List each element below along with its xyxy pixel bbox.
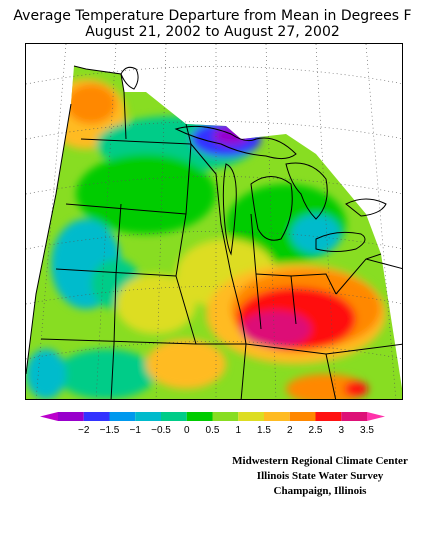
credit-line-organization: Midwestern Regional Climate Center: [232, 455, 408, 467]
legend-tick-label: 0: [184, 425, 190, 436]
legend-color-box: [238, 412, 264, 421]
legend-tick-label: 0.5: [206, 425, 220, 436]
legend-tick-label: −1.5: [100, 425, 120, 436]
legend-tick-label: 2: [287, 425, 293, 436]
color-scale-legend: −2 −1.5 −1 −0.5 0 0.5 1 1.5 2 2.5 3 3.5: [40, 412, 385, 436]
legend-tick-label: 1: [235, 425, 241, 436]
legend-color-box: [341, 412, 367, 421]
legend-tick-label: 3.5: [360, 425, 374, 436]
great-lakes: [120, 66, 387, 256]
legend-color-box: [289, 412, 316, 421]
legend-max-arrow: [367, 412, 385, 421]
state-boundaries: [26, 65, 402, 399]
legend-tick-label: 1.5: [257, 425, 271, 436]
legend-color-box: [83, 412, 110, 421]
legend-color-box: [186, 412, 213, 421]
legend-color-box: [315, 412, 342, 421]
temperature-departure-map: [25, 43, 403, 400]
legend-color-box: [109, 412, 136, 421]
map-title: Average Temperature Departure from Mean …: [13, 8, 412, 24]
temperature-field: [26, 66, 402, 399]
legend-min-arrow: [40, 412, 58, 421]
legend-tick-label: −2: [78, 425, 90, 436]
legend-tick-label: −0.5: [151, 425, 171, 436]
legend-color-box: [264, 412, 290, 421]
legend-color-box: [161, 412, 187, 421]
legend-tick-label: 3: [338, 425, 344, 436]
date-range: August 21, 2002 to August 27, 2002: [85, 24, 340, 40]
legend-color-box: [58, 412, 84, 421]
legend-color-box: [212, 412, 239, 421]
legend-tick-label: 2.5: [309, 425, 323, 436]
credit-line-location: Champaign, Illinois: [273, 485, 367, 497]
legend-tick-label: −1: [130, 425, 142, 436]
credit-line-survey: Illinois State Water Survey: [256, 470, 384, 482]
legend-color-box: [135, 412, 161, 421]
